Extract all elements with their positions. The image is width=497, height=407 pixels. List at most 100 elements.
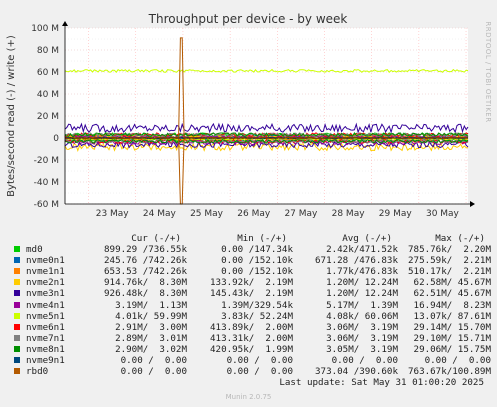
- legend-cur: 2.91M/ 3.00M: [115, 321, 187, 333]
- legend-row: rbd0 0.00 / 0.00 0.00 / 0.00 373.04 /390.60…: [14, 366, 494, 377]
- legend-min: 133.92k/ 2.19M: [210, 277, 293, 289]
- legend-row: nvme9n1 0.00 / 0.00 0.00 / 0.00 0.00 / 0.00…: [14, 355, 494, 366]
- legend-min: 413.31k/ 2.00M: [210, 332, 293, 344]
- legend-min: 3.83k/ 52.24M: [221, 310, 293, 322]
- rrdtool-credit: RRDTOOL / TOBI OETIKER: [484, 21, 492, 122]
- legend-swatch: [14, 323, 20, 330]
- legend-min: 0.00 / 0.00: [226, 355, 293, 367]
- legend-max: 29.14M/ 15.70M: [413, 321, 491, 333]
- legend-avg: 3.06M/ 3.19M: [326, 332, 398, 344]
- legend-min: 0.00 /147.34k: [221, 244, 293, 256]
- legend-min: 0.00 /152.10k: [221, 255, 293, 267]
- legend-swatch: [14, 301, 20, 308]
- legend-swatch: [14, 246, 20, 253]
- legend-max: 29.10M/ 15.71M: [413, 332, 491, 344]
- legend-min: 413.89k/ 2.00M: [210, 321, 293, 333]
- y-tick-label: -20 M: [34, 156, 59, 166]
- legend-max: 62.51M/ 45.67M: [413, 288, 491, 300]
- legend-row: nvme6n1 2.91M/ 3.00M 413.89k/ 2.00M 3.06M/ …: [14, 322, 494, 333]
- series-line-nvme3n1-write: [64, 122, 469, 134]
- legend-avg: 3.06M/ 3.19M: [326, 321, 398, 333]
- legend-cur: 4.01k/ 59.99M: [115, 310, 187, 322]
- legend-swatch: [14, 357, 20, 364]
- legend-name: nvme8n1: [26, 343, 65, 355]
- legend-swatch: [14, 368, 20, 375]
- legend-name: nvme1n1: [26, 266, 65, 278]
- legend-cur: 0.00 / 0.00: [120, 355, 187, 367]
- legend-max: 0.00 / 0.00: [424, 355, 491, 367]
- legend-cur: 2.90M/ 3.02M: [115, 343, 187, 355]
- legend-min: 420.95k/ 1.99M: [210, 343, 293, 355]
- x-tick-label: 30 May: [426, 209, 460, 219]
- legend-avg: 3.05M/ 3.19M: [326, 343, 398, 355]
- y-axis-label: Bytes/second read (-) / write (+): [6, 35, 17, 197]
- legend-max: 510.17k/ 2.21M: [408, 266, 491, 278]
- y-tick-label: 20 M: [37, 112, 59, 122]
- legend-row: nvme8n1 2.90M/ 3.02M 420.95k/ 1.99M 3.05M/ …: [14, 344, 494, 355]
- legend-name: nvme4n1: [26, 299, 65, 311]
- legend-cur: 2.89M/ 3.01M: [115, 332, 187, 344]
- legend-name: nvme6n1: [26, 321, 65, 333]
- legend-name: nvme3n1: [26, 288, 65, 300]
- legend-max: 763.67k/100.89M: [408, 366, 491, 378]
- y-tick-label: 40 M: [37, 90, 59, 100]
- legend-name: nvme9n1: [26, 355, 65, 367]
- x-tick-label: 24 May: [143, 209, 177, 219]
- legend-max: 275.59k/ 2.21M: [408, 255, 491, 267]
- legend-name: rbd0: [26, 366, 49, 378]
- chart-area: 100 M 80 M 60 M 40 M 20 M 0 -20 M -40 M -60 M 23 …: [6, 12, 492, 219]
- legend-swatch: [14, 279, 20, 286]
- legend-cur: 899.29 /736.55k: [104, 244, 187, 256]
- y-tick-label: 100 M: [31, 24, 59, 34]
- chart-title: Throughput per device - by week: [148, 12, 348, 26]
- y-tick-label: 60 M: [37, 68, 59, 78]
- legend-cur: 245.76 /742.26k: [104, 255, 187, 267]
- x-tick-label: 29 May: [379, 209, 413, 219]
- y-tick-label: 80 M: [37, 46, 59, 56]
- legend-max: 13.07k/ 87.61M: [413, 310, 491, 322]
- series-line-nvme8n1-write: [64, 131, 469, 138]
- munin-version: Munin 2.0.75: [225, 393, 272, 401]
- legend-row: md0 899.29 /736.55k 0.00 /147.34k 2.42k/471…: [14, 244, 494, 255]
- legend-min: 0.00 / 0.00: [226, 366, 293, 378]
- legend-avg: 1.77k/476.83k: [326, 266, 398, 278]
- legend-avg: 671.28 /476.83k: [315, 255, 398, 267]
- legend-name: nvme2n1: [26, 277, 65, 289]
- legend-header-max: Max (-/+): [435, 233, 485, 244]
- legend: Cur (-/+) Min (-/+) Avg (-/+) Max (-/+) …: [14, 233, 494, 377]
- y-axis-arrow: [62, 21, 68, 26]
- legend-cur: 0.00 / 0.00: [120, 366, 187, 378]
- legend-swatch: [14, 334, 20, 341]
- legend-avg: 1.20M/ 12.24M: [326, 277, 398, 289]
- legend-max: 785.76k/ 2.20M: [408, 244, 491, 256]
- grid: [65, 27, 468, 205]
- series-line-nvme7n1-write: [64, 131, 469, 138]
- legend-row: nvme1n1 653.53 /742.26k 0.00 /152.10k 1.77k…: [14, 266, 494, 277]
- legend-swatch: [14, 345, 20, 352]
- legend-min: 0.00 /152.10k: [221, 266, 293, 278]
- legend-max: 62.58M/ 45.67M: [413, 277, 491, 289]
- legend-min: 1.39M/329.54k: [221, 299, 293, 311]
- legend-name: nvme0n1: [26, 255, 65, 267]
- legend-avg: 1.20M/ 12.24M: [326, 288, 398, 300]
- legend-avg: 2.42k/471.52k: [326, 244, 398, 256]
- legend-name: nvme7n1: [26, 332, 65, 344]
- legend-avg: 0.00 / 0.00: [331, 355, 398, 367]
- legend-swatch: [14, 257, 20, 264]
- legend-swatch: [14, 312, 20, 319]
- legend-max: 16.94M/ 8.23M: [413, 299, 491, 311]
- legend-cur: 653.53 /742.26k: [104, 266, 187, 278]
- series-line-nvme5n1-write: [64, 68, 469, 73]
- legend-row: nvme4n1 3.19M/ 1.13M 1.39M/329.54k 5.17M/ 1…: [14, 300, 494, 311]
- legend-header-cur: Cur (-/+): [131, 233, 181, 244]
- legend-row: nvme3n1 926.48k/ 8.30M 145.43k/ 2.19M 1.20M…: [14, 288, 494, 299]
- legend-row: nvme0n1 245.76 /742.26k 0.00 /152.10k 671.2…: [14, 255, 494, 266]
- legend-avg: 5.17M/ 1.39M: [326, 299, 398, 311]
- y-tick-label: -60 M: [34, 200, 59, 210]
- legend-row: nvme5n1 4.01k/ 59.99M 3.83k/ 52.24M 4.08k/ …: [14, 311, 494, 322]
- legend-cur: 914.76k/ 8.30M: [104, 277, 187, 289]
- x-tick-label: 28 May: [332, 209, 366, 219]
- y-tick-label: -40 M: [34, 178, 59, 188]
- legend-cur: 926.48k/ 8.30M: [104, 288, 187, 300]
- legend-swatch: [14, 268, 20, 275]
